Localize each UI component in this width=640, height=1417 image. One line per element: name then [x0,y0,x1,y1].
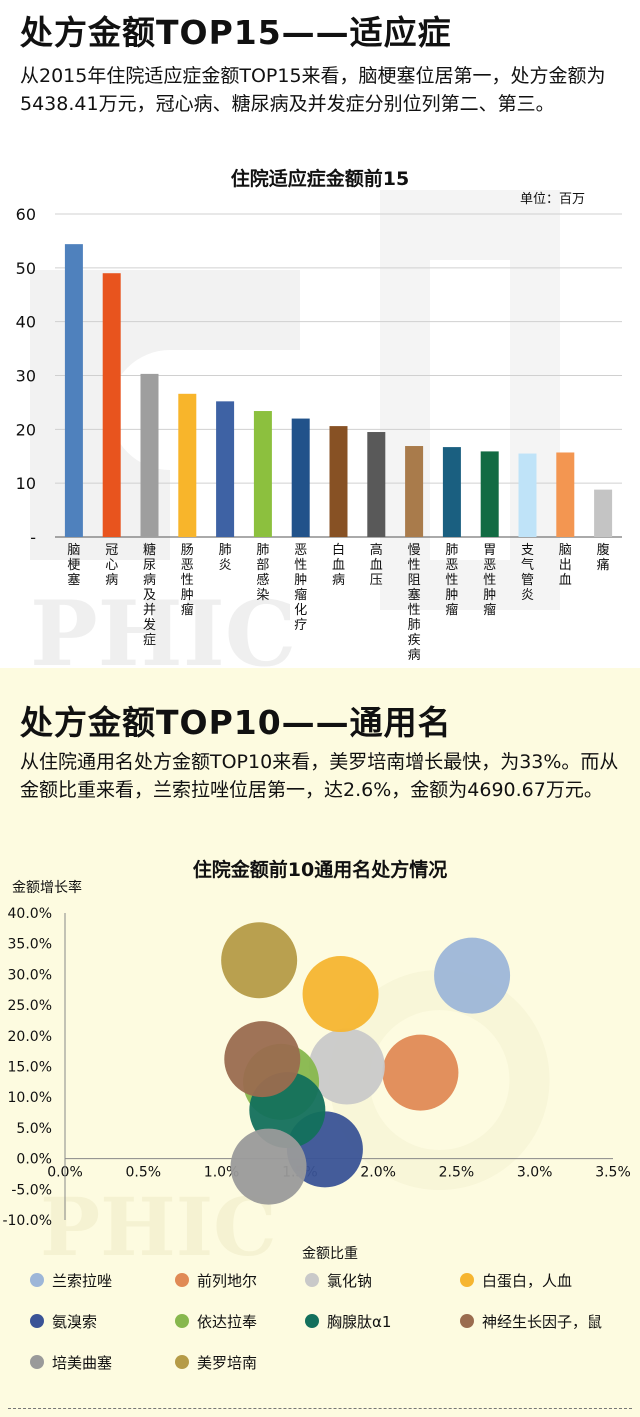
bubble-x-tick-label: 3.5% [595,1165,631,1181]
legend-label: 依达拉奉 [197,1313,258,1331]
bubble-point [221,922,298,999]
bar-category-label: 恶性肿瘤化疗 [294,543,307,633]
legend-swatch [305,1314,319,1328]
legend-swatch [175,1355,189,1369]
legend-label: 美罗培南 [197,1354,258,1372]
bubble-x-tick-label: 3.0% [517,1165,553,1181]
bar-category-label: 高血压 [370,542,383,588]
bar [556,452,575,537]
bubble-chart-title: 住院金额前10通用名处方情况 [192,859,448,881]
bubble-x-axis-label: 金额比重 [302,1246,358,1262]
bubble-y-tick-label: 35.0% [8,937,52,953]
bar-category-label: 脑梗塞 [67,543,80,588]
bubble-point [434,937,511,1014]
legend-label: 兰索拉唑 [52,1272,113,1290]
legend-label: 氯化钠 [327,1272,373,1290]
legend-swatch [30,1314,44,1328]
legend-label: 氨溴索 [52,1313,98,1331]
legend-swatch [175,1273,189,1287]
bubble-y-axis-label: 金额增长率 [12,879,82,896]
section2-title: 处方金额TOP10——通用名 [20,703,452,742]
bar-y-tick-label: 40 [16,313,36,332]
bubble-point [224,1021,301,1098]
legend-label: 胸腺肽α1 [327,1313,392,1331]
bubble-x-tick-label: 2.0% [360,1165,396,1181]
bar [64,244,83,537]
bar [518,453,537,537]
legend-label: 神经生长因子，鼠 [482,1313,603,1331]
bar-category-label: 胃恶性肿瘤 [483,543,496,618]
bubble-y-tick-label: 25.0% [8,998,52,1014]
bubble-point [302,956,379,1033]
bar [178,393,197,537]
legend-swatch [30,1273,44,1287]
bar [140,373,159,537]
bar-chart: - 10 20 30 40 50 60 脑梗塞 冠心病 糖尿病及并发症 肠恶性肿瘤 肺炎 肺部感染 恶性肿… [16,205,622,663]
section1-paragraph: 从2015年住院适应症金额TOP15来看，脑梗塞位居第一，处方金额为5438.4… [20,65,606,115]
bubble-y-tick-label: 5.0% [16,1121,52,1137]
bubble-x-tick-label: 1.0% [204,1165,240,1181]
bar-chart-title: 住院适应症金额前15 [230,168,410,190]
bar [405,446,424,537]
bar [442,447,461,537]
bar [253,411,272,537]
bubble-x-tick-label: 2.5% [439,1165,475,1181]
bar-category-label: 糖尿病及并发症 [143,542,156,648]
bubble-y-tick-label: 15.0% [8,1060,52,1076]
bar-y-tick-label: 30 [16,367,36,386]
bubble-chart: -10.0% -5.0% 0.0% 5.0% 10.0% 15.0% 20.0% 25.0% 3… [2,879,631,1262]
bar [594,489,613,537]
bar-category-label: 肺炎 [219,543,232,573]
bar [367,432,386,537]
legend-label: 白蛋白，人血 [482,1272,573,1290]
bar [291,418,310,537]
bar-category-label: 肺部感染 [256,543,269,603]
bubble-y-tick-label: 10.0% [8,1090,52,1106]
bubble-y-tick-label: 20.0% [8,1029,52,1045]
bubble-y-tick-label: -5.0% [11,1182,52,1198]
bubble-y-tick-label: 40.0% [8,906,52,922]
bar-category-label: 肠恶性肿瘤 [181,543,194,618]
bar [329,426,348,537]
bar-y-tick-label: 50 [16,259,36,278]
bubble-y-tick-label: 0.0% [16,1152,52,1168]
legend-swatch [460,1314,474,1328]
legend-label: 培美曲塞 [52,1354,113,1372]
legend-swatch [305,1273,319,1287]
legend-swatch [460,1273,474,1287]
section1-title: 处方金额TOP15——适应症 [20,13,452,52]
bottom-divider [8,1408,632,1409]
legend-swatch [30,1355,44,1369]
bar-category-label: 支气管炎 [521,543,534,603]
bar-category-label: 白血病 [332,542,345,588]
bar [480,451,499,537]
bar-y-tick-label: 60 [16,205,36,224]
bar-chart-unit: 单位：百万 [520,192,586,207]
bubble-y-tick-label: -10.0% [2,1213,52,1229]
bar-category-label: 肺恶性肿瘤 [445,543,458,618]
bar-category-label: 冠心病 [105,543,118,588]
bubble-x-tick-label: 0.5% [125,1165,161,1181]
bar-y-tick-label: 20 [16,420,36,439]
bar-category-label: 脑出血 [559,543,572,588]
bar-category-label: 腹痛 [597,542,610,573]
legend-swatch [175,1314,189,1328]
bubble-point [230,1128,307,1205]
bar-y-tick-label: 10 [16,474,36,493]
bar [102,273,121,537]
legend-label: 前列地尔 [197,1272,258,1290]
bubble-point [308,1028,385,1105]
bubble-y-tick-label: 30.0% [8,967,52,983]
bar [216,401,235,537]
bubble-point [382,1034,459,1111]
bar-y-tick-label: - [30,528,36,547]
bar-category-label: 慢性阻塞性肺疾病 [408,542,421,663]
section2-paragraph: 从住院通用名处方金额TOP10来看，美罗培南增长最快，为33%。而从金额比重来看… [20,751,619,801]
